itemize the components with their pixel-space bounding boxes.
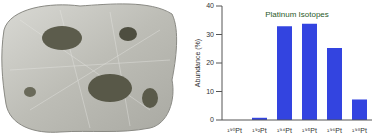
html-text:Platinum Isotopes: Platinum Isotopes xyxy=(265,10,329,19)
svg-text:¹⁹⁰Pt: ¹⁹⁰Pt xyxy=(227,127,242,134)
svg-text:30: 30 xyxy=(206,31,214,38)
svg-text:¹⁹⁵Pt: ¹⁹⁵Pt xyxy=(302,127,317,134)
svg-text:20: 20 xyxy=(206,59,214,66)
svg-text:¹⁹⁴Pt: ¹⁹⁴Pt xyxy=(277,127,292,134)
svg-text:¹⁹⁸Pt: ¹⁹⁸Pt xyxy=(352,127,367,134)
svg-text:10: 10 xyxy=(206,88,214,95)
svg-text:40: 40 xyxy=(206,2,214,9)
svg-text:¹⁹²Pt: ¹⁹²Pt xyxy=(252,127,266,134)
svg-text:Abundance (%): Abundance (%) xyxy=(194,39,202,87)
svg-text:¹⁹⁶Pt: ¹⁹⁶Pt xyxy=(327,127,342,134)
svg-text:0: 0 xyxy=(210,116,214,123)
